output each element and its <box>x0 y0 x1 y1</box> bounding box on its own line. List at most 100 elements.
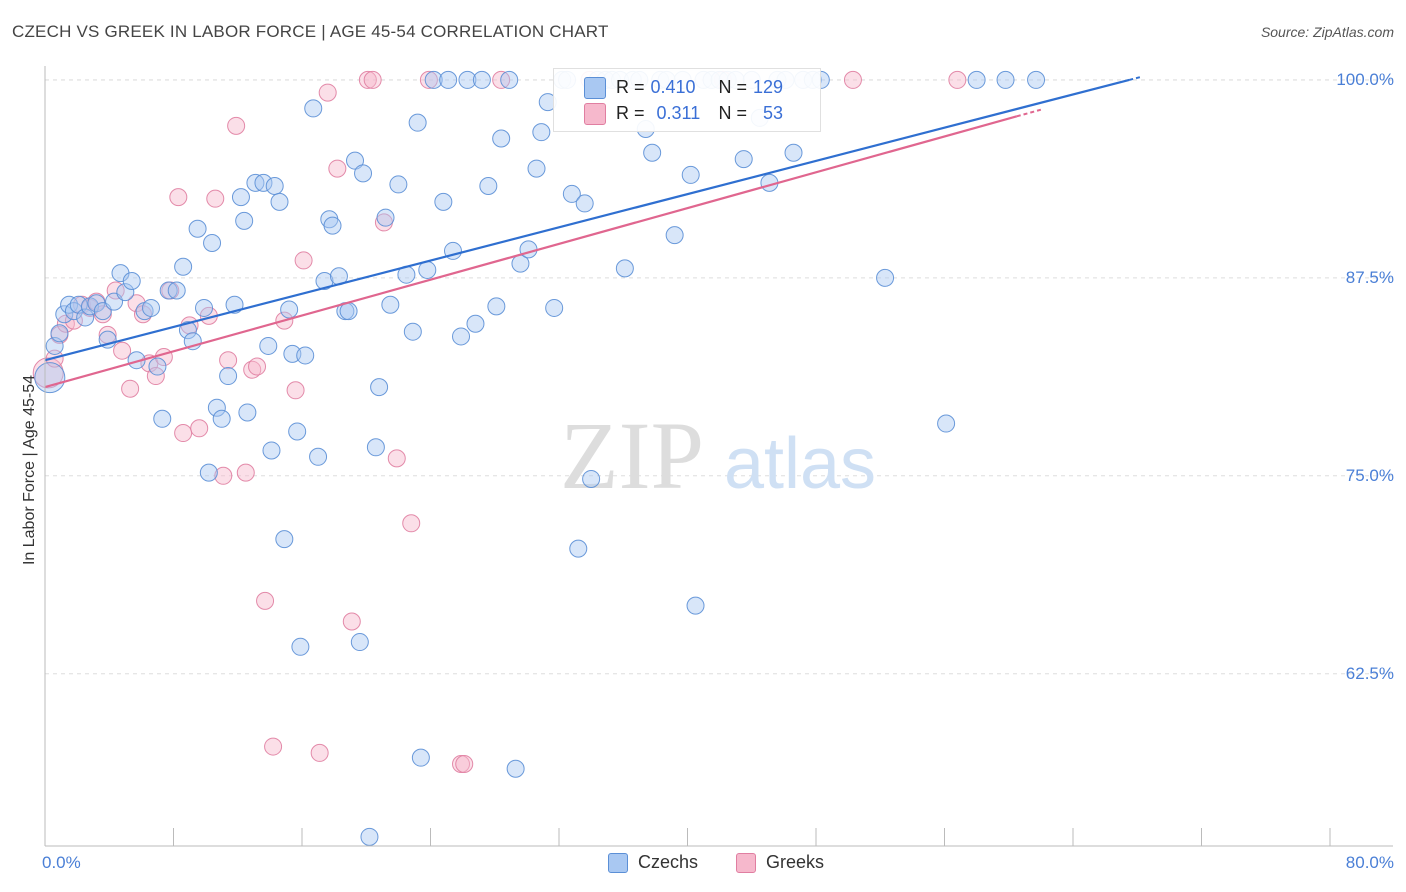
czechs-point <box>686 596 705 615</box>
czechs-point <box>219 367 238 386</box>
czechs-point <box>174 257 193 276</box>
greeks-point <box>219 351 238 370</box>
czechs-point <box>283 344 302 363</box>
czechs-point <box>439 70 458 89</box>
greeks-point <box>146 367 165 386</box>
czechs-point <box>34 362 66 394</box>
czechs-point <box>207 398 226 417</box>
czechs-point <box>582 469 601 488</box>
czechs-point <box>500 70 519 89</box>
y-tick-label-0: 62.5% <box>1345 663 1394 683</box>
greeks-r-value: 0.311 <box>656 102 701 123</box>
czechs-point <box>472 70 491 89</box>
greeks-point <box>286 381 305 400</box>
greeks-point <box>256 591 275 610</box>
czechs-point <box>280 300 299 319</box>
greeks-point <box>358 70 377 89</box>
greeks-point <box>113 341 132 360</box>
greeks-point <box>294 251 313 270</box>
czechs-point <box>996 70 1015 89</box>
greeks-point <box>174 424 193 443</box>
czechs-point <box>50 324 69 343</box>
greeks-point <box>206 189 225 208</box>
legend-czechs-label: Czechs <box>638 852 699 872</box>
czechs-point <box>376 208 395 227</box>
czechs-point <box>615 259 634 278</box>
czechs-point <box>235 211 254 230</box>
greeks-swatch <box>584 103 606 125</box>
legend-czechs-swatch <box>608 852 628 873</box>
czechs-point <box>350 633 369 652</box>
greeks-trend-extension <box>1016 108 1042 118</box>
czechs-point <box>452 327 471 346</box>
greeks-point <box>455 754 474 773</box>
czechs-point <box>487 297 506 316</box>
greeks-n-value: 53 <box>763 102 784 123</box>
greeks-point <box>227 116 246 135</box>
greeks-point <box>363 70 382 89</box>
czechs-point <box>288 422 307 441</box>
czechs-point <box>381 295 400 314</box>
czechs-point <box>199 463 218 482</box>
czechs-point <box>231 188 250 207</box>
legend-greeks-swatch <box>736 852 756 873</box>
czechs-point <box>315 272 334 291</box>
czechs-point <box>212 409 231 428</box>
x-tick-max: 80.0% <box>1345 853 1394 872</box>
greeks-point <box>121 379 140 398</box>
czechs-n-label: N = <box>718 76 748 97</box>
greeks-point <box>248 357 267 376</box>
greeks-point <box>328 159 347 178</box>
greeks-points <box>32 70 967 773</box>
czechs-point <box>937 414 956 433</box>
czechs-point <box>734 150 753 169</box>
czechs-point <box>389 175 408 194</box>
source-label: Source: ZipAtlas.com <box>1260 24 1394 40</box>
greeks-point <box>190 419 209 438</box>
czechs-point <box>116 283 135 302</box>
czechs-point <box>195 298 214 317</box>
greeks-point <box>318 83 337 102</box>
x-tick-min: 0.0% <box>42 853 81 872</box>
czechs-point <box>403 322 422 341</box>
czechs-point <box>259 336 278 355</box>
watermark: ZIP atlas <box>560 402 876 509</box>
greeks-point <box>402 514 421 533</box>
czechs-trend-line <box>44 78 1130 362</box>
greeks-point <box>243 360 262 379</box>
greeks-trend-line <box>44 115 1018 389</box>
greeks-point <box>264 737 283 756</box>
series-legend: Czechs Greeks <box>0 852 1406 876</box>
czechs-stats-row: R = 0.410 N = 129 <box>616 75 783 99</box>
czechs-point <box>466 314 485 333</box>
czechs-point <box>76 308 95 327</box>
czechs-point <box>323 216 342 235</box>
czechs-point <box>370 378 389 397</box>
y-tick-label-1: 75.0% <box>1345 465 1394 485</box>
greeks-point <box>236 463 255 482</box>
czechs-point <box>1027 70 1046 89</box>
czechs-point <box>270 192 289 211</box>
czechs-point <box>527 159 546 178</box>
greeks-point <box>419 70 438 89</box>
greeks-stats-row: R = 0.311 N = 53 <box>616 101 783 125</box>
y-tick-label-2: 87.5% <box>1345 267 1394 287</box>
czechs-point <box>545 298 564 317</box>
czechs-point <box>265 177 284 196</box>
czechs-point <box>60 295 79 314</box>
czechs-point <box>681 165 700 184</box>
czechs-point <box>142 298 161 317</box>
czechs-r-label: R = <box>616 76 645 97</box>
chart-title: CZECH VS GREEK IN LABOR FORCE | AGE 45-5… <box>12 22 609 41</box>
czechs-swatch <box>584 77 606 99</box>
czechs-point <box>411 748 430 767</box>
watermark-atlas: atlas <box>724 424 876 504</box>
czechs-point <box>304 99 323 118</box>
greeks-n-label: N = <box>718 102 748 123</box>
czechs-point <box>291 637 310 656</box>
czechs-point <box>354 164 373 183</box>
czechs-trend-extension <box>1128 75 1143 81</box>
czechs-point <box>167 281 186 300</box>
czechs-point <box>876 268 895 287</box>
